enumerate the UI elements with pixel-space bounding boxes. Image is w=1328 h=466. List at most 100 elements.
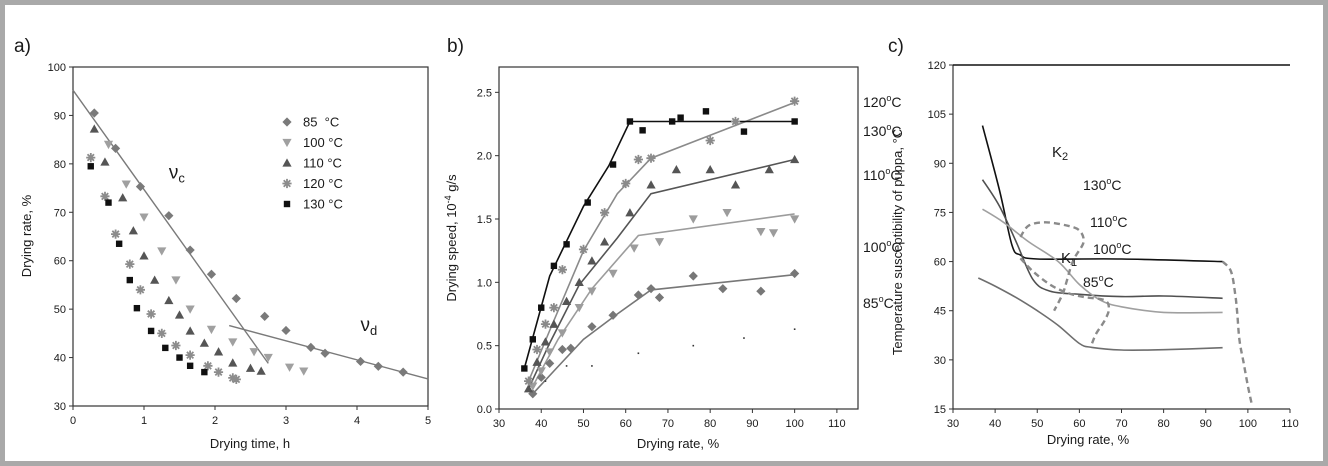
panel-a-point-triangle-down bbox=[139, 213, 149, 222]
panel-a-legend-label: 100 °C bbox=[303, 135, 343, 150]
panel-a-point-triangle-down bbox=[157, 247, 167, 256]
panel-a-point-diamond bbox=[135, 182, 146, 192]
panel-c-x-tick-label: 50 bbox=[1031, 418, 1043, 430]
panel-b-point-asterisk bbox=[524, 376, 534, 386]
panel-a-point-triangle-up bbox=[213, 347, 224, 356]
panel-b-minor-dot bbox=[637, 352, 640, 355]
panel-c-series-line-100 bbox=[982, 208, 1223, 314]
panel-b-point-asterisk bbox=[540, 319, 551, 329]
panel-a-point-square bbox=[162, 344, 169, 352]
series-label-unit: C bbox=[891, 123, 901, 139]
panel-a-point-diamond bbox=[306, 342, 316, 353]
panel-c-x-tick-label: 40 bbox=[989, 418, 1001, 430]
panel-b-x-tick-label: 100 bbox=[785, 418, 803, 430]
panel-c-series-label-110: 110oC bbox=[1090, 213, 1127, 230]
panel-c-series-label-130: 130oC bbox=[1083, 176, 1122, 193]
panel-a-point-diamond bbox=[398, 367, 408, 377]
panel-b-point-triangle-up bbox=[705, 165, 715, 174]
panel-b-point-asterisk bbox=[532, 344, 542, 355]
panel-b-point-asterisk bbox=[646, 153, 656, 163]
panel-b-minor-dot bbox=[591, 365, 593, 367]
panel-b-y-tick-label: 0.0 bbox=[477, 404, 492, 416]
series-label-unit: C bbox=[891, 94, 901, 110]
panel-a-point-diamond bbox=[89, 108, 99, 118]
panel-b-y-title-unit: g/s bbox=[444, 174, 459, 195]
panel-b-point-triangle-up bbox=[646, 180, 656, 189]
panel-a-legend-marker bbox=[283, 200, 291, 208]
series-label-degree: o bbox=[1106, 176, 1111, 186]
panel-b-point-triangle-up bbox=[532, 357, 542, 366]
panel-a-point-asterisk bbox=[135, 285, 145, 295]
series-label-value: 120 bbox=[863, 94, 887, 110]
panel-b-point-square bbox=[677, 114, 684, 121]
series-label-unit: C bbox=[1117, 214, 1127, 230]
panel-a-point-triangle-down bbox=[103, 140, 114, 150]
panel-a-y-tick-label: 60 bbox=[54, 256, 66, 268]
series-label-value: 100 bbox=[1093, 241, 1117, 257]
panel-b-point-triangle-down bbox=[608, 269, 618, 279]
panel-a-point-square bbox=[147, 327, 155, 335]
panel-a-point-triangle-down bbox=[249, 348, 259, 357]
panel-b-series-line-85 bbox=[532, 273, 795, 395]
panel-a-legend-marker bbox=[282, 117, 292, 127]
panel-b-point-asterisk bbox=[790, 96, 800, 106]
panel-b-x-tick-label: 90 bbox=[746, 418, 758, 430]
panel-b-point-diamond bbox=[654, 292, 665, 303]
panel-b-point-asterisk bbox=[600, 208, 610, 218]
series-label-degree: o bbox=[886, 93, 891, 103]
panel-a-legend-label: 130 °C bbox=[303, 197, 343, 212]
panel-b-minor-dot bbox=[544, 380, 547, 382]
panel-a-point-triangle-up bbox=[174, 310, 185, 319]
panel-a-legend-marker bbox=[282, 158, 292, 167]
panel-a-point-triangle-up bbox=[150, 275, 160, 284]
panel-b-point-triangle-up bbox=[549, 319, 559, 328]
panel-a-point-square bbox=[201, 368, 208, 376]
panel-c-y-tick-label: 120 bbox=[928, 60, 946, 72]
panel-c-y-tick-label: 45 bbox=[934, 306, 946, 318]
panel-b-point-triangle-down bbox=[790, 215, 800, 224]
series-label-unit: C bbox=[891, 239, 901, 255]
panel-a-label: a) bbox=[14, 36, 31, 57]
panel-b-series-label-110: 110oC bbox=[863, 166, 900, 183]
panel-b-minor-dot bbox=[743, 337, 745, 339]
panel-b-series-label-130: 130oC bbox=[863, 122, 902, 139]
panel-a-point-triangle-up bbox=[228, 358, 238, 367]
series-label-unit: C bbox=[1104, 274, 1114, 290]
panel-b-x-tick-label: 50 bbox=[577, 418, 589, 430]
panel-b-y-axis-title: Drying speed, 10-4 g/s bbox=[443, 174, 459, 302]
series-label-unit: C bbox=[884, 295, 894, 311]
panel-b-y-title-main: Drying speed, 10 bbox=[444, 203, 459, 301]
panel-b-point-triangle-up bbox=[625, 208, 635, 217]
panel-b-point-asterisk bbox=[578, 244, 589, 254]
panel-c-curve-label-k1: K1 bbox=[1061, 250, 1077, 269]
panel-c-dashed-curve-edge bbox=[1221, 260, 1254, 406]
panel-b-minor-dot bbox=[692, 344, 695, 347]
panel-a-x-tick-label: 3 bbox=[283, 415, 289, 427]
panel-c-y-tick-label: 105 bbox=[928, 109, 946, 121]
panel-b-y-tick-label: 2.0 bbox=[477, 151, 492, 163]
panel-c-series-label-100: 100oC bbox=[1093, 240, 1132, 257]
panel-c-x-tick-label: 90 bbox=[1200, 418, 1212, 430]
panel-c-x-tick-label: 110 bbox=[1281, 418, 1299, 430]
panel-a-point-asterisk bbox=[228, 373, 238, 383]
panel-c-y-tick-label: 90 bbox=[934, 158, 946, 170]
panel-b-point-triangle-down bbox=[722, 208, 732, 218]
panel-a-point-square bbox=[105, 199, 112, 206]
panel-b-point-square bbox=[740, 128, 748, 135]
panel-b-point-diamond bbox=[718, 284, 728, 294]
panel-c-series-line-110 bbox=[981, 179, 1223, 300]
panel-a-point-diamond bbox=[111, 143, 121, 153]
panel-b-point-triangle-down bbox=[756, 227, 766, 237]
panel-a-point-diamond bbox=[231, 293, 241, 304]
panel-a-legend-label: 110 °C bbox=[303, 156, 342, 171]
panel-b-point-diamond bbox=[790, 268, 800, 279]
panel-c-y-tick-label: 30 bbox=[934, 355, 946, 367]
panel-c-curve-label-k2: K2 bbox=[1052, 144, 1068, 163]
panel-a-x-tick-label: 0 bbox=[70, 415, 76, 427]
panel-b-point-triangle-down bbox=[768, 229, 779, 238]
panel-a-y-tick-label: 70 bbox=[54, 207, 66, 219]
panel-b-point-triangle-down bbox=[574, 303, 584, 313]
